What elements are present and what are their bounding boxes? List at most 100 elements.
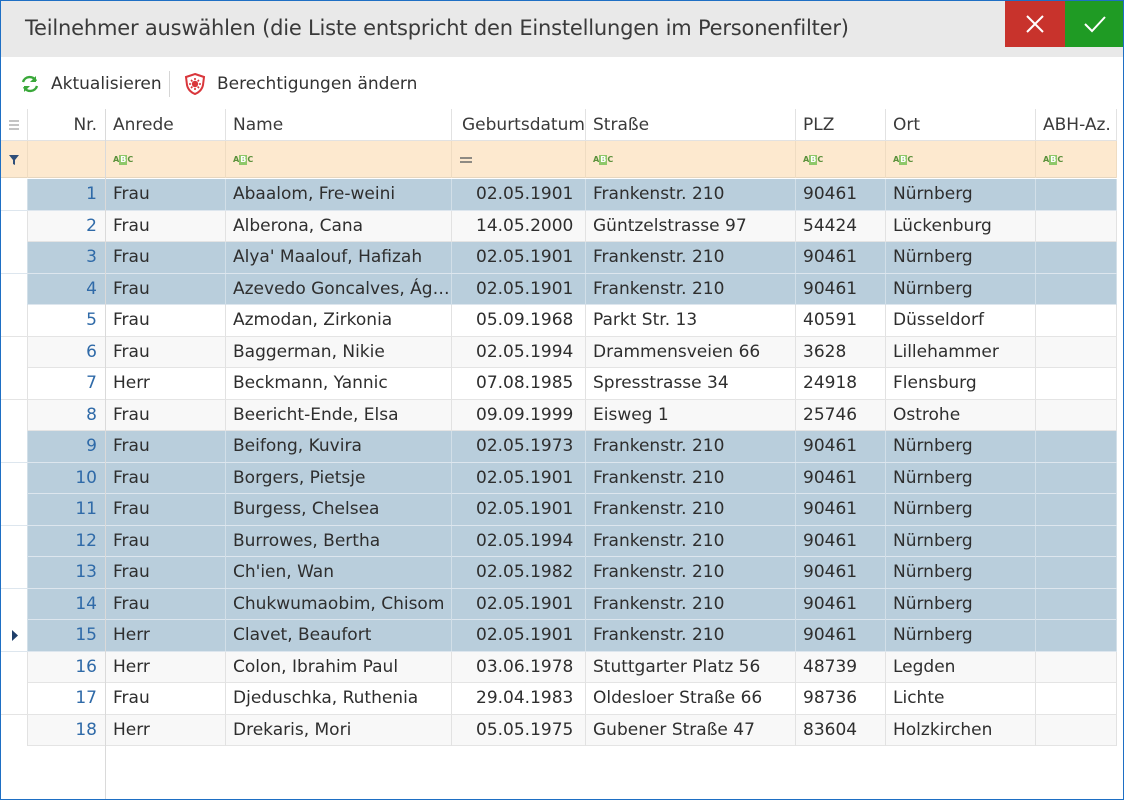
abc-filter-icon[interactable]: ABC [233,154,254,165]
cell-nr[interactable]: 17 [28,683,106,714]
cell-ort[interactable]: Nürnberg [886,273,1036,305]
row-indicator[interactable] [1,210,28,242]
cell-anrede[interactable]: Frau [106,305,226,336]
cell-strasse[interactable]: Stuttgarter Platz 56 [586,651,796,683]
row-indicator[interactable] [1,399,28,431]
column-header-nr[interactable]: Nr. [28,109,106,141]
cell-geburtsdatum[interactable]: 02.05.1901 [452,620,586,651]
cell-strasse[interactable]: Frankenstr. 210 [586,620,796,651]
cell-nr[interactable]: 6 [28,336,106,368]
cell-nr[interactable]: 8 [28,399,106,431]
cell-plz[interactable]: 90461 [796,242,886,273]
cell-geburtsdatum[interactable]: 14.05.2000 [452,210,586,242]
cell-anrede[interactable]: Frau [106,683,226,714]
cell-plz[interactable]: 90461 [796,273,886,305]
cell-geburtsdatum[interactable]: 29.04.1983 [452,683,586,714]
row-indicator[interactable] [1,557,28,588]
cell-nr[interactable]: 5 [28,305,106,336]
cell-ort[interactable]: Nürnberg [886,242,1036,273]
cell-name[interactable]: Ch'ien, Wan [226,557,452,588]
cell-abh[interactable] [1036,431,1117,462]
table-row[interactable]: 9 Frau Beifong, Kuvira 02.05.1973 Frankenstr… [1,431,1117,463]
filter-cell-nr[interactable] [28,141,106,178]
cell-anrede[interactable]: Herr [106,620,226,651]
cell-anrede[interactable]: Frau [106,399,226,431]
confirm-button[interactable] [1065,1,1123,47]
cell-anrede[interactable]: Frau [106,273,226,305]
cell-ort[interactable]: Ostrohe [886,399,1036,431]
cell-name[interactable]: Baggerman, Nikie [226,336,452,368]
cell-nr[interactable]: 9 [28,431,106,462]
cell-anrede[interactable]: Frau [106,210,226,242]
cell-strasse[interactable]: Frankenstr. 210 [586,273,796,305]
column-header-name[interactable]: Name [226,109,452,141]
table-row[interactable]: 11 Frau Burgess, Chelsea 02.05.1901 Frankens… [1,494,1117,526]
cell-plz[interactable]: 83604 [796,714,886,746]
cell-strasse[interactable]: Frankenstr. 210 [586,179,796,210]
cell-anrede[interactable]: Herr [106,714,226,746]
cell-geburtsdatum[interactable]: 02.05.1994 [452,336,586,368]
cell-abh[interactable] [1036,714,1117,746]
cell-ort[interactable]: Nürnberg [886,462,1036,494]
cell-anrede[interactable]: Frau [106,588,226,620]
row-indicator[interactable] [1,588,28,620]
cell-nr[interactable]: 1 [28,179,106,210]
cell-strasse[interactable]: Oldesloer Straße 66 [586,683,796,714]
cell-anrede[interactable]: Frau [106,525,226,557]
cell-nr[interactable]: 2 [28,210,106,242]
cell-anrede[interactable]: Herr [106,651,226,683]
row-indicator[interactable] [1,651,28,683]
cell-geburtsdatum[interactable]: 02.05.1901 [452,462,586,494]
cell-plz[interactable]: 90461 [796,179,886,210]
cell-ort[interactable]: Nürnberg [886,431,1036,462]
cell-name[interactable]: Clavet, Beaufort [226,620,452,651]
column-header-geburtsdatum[interactable]: Geburtsdatum [452,109,586,141]
cell-name[interactable]: Colon, Ibrahim Paul [226,651,452,683]
cell-ort[interactable]: Nürnberg [886,588,1036,620]
cell-name[interactable]: Borgers, Pietsje [226,462,452,494]
cell-ort[interactable]: Nürnberg [886,525,1036,557]
table-row[interactable]: 8 Frau Beericht-Ende, Elsa 09.09.1999 Eisweg… [1,399,1117,431]
abc-filter-icon[interactable]: ABC [593,154,614,165]
cell-abh[interactable] [1036,525,1117,557]
cell-ort[interactable]: Lichte [886,683,1036,714]
row-indicator[interactable] [1,336,28,368]
table-row[interactable]: 3 Frau Alya' Maalouf, Hafizah 02.05.1901 Fra… [1,242,1117,274]
cell-name[interactable]: Drekaris, Mori [226,714,452,746]
row-indicator[interactable] [1,242,28,273]
row-indicator[interactable] [1,368,28,399]
cell-strasse[interactable]: Spresstrasse 34 [586,368,796,399]
cell-ort[interactable]: Holzkirchen [886,714,1036,746]
cell-strasse[interactable]: Frankenstr. 210 [586,557,796,588]
table-row[interactable]: 1 Frau Abaalom, Fre-weini 02.05.1901 Franken… [1,179,1117,211]
cell-ort[interactable]: Nürnberg [886,557,1036,588]
equals-filter-icon[interactable] [459,155,473,165]
cell-abh[interactable] [1036,462,1117,494]
column-header-abh[interactable]: ABH-Az. [1036,109,1117,141]
row-indicator[interactable] [1,179,28,210]
cell-ort[interactable]: Nürnberg [886,620,1036,651]
cell-anrede[interactable]: Frau [106,431,226,462]
column-chooser-button[interactable] [1,109,28,141]
cell-abh[interactable] [1036,557,1117,588]
cell-ort[interactable]: Legden [886,651,1036,683]
cell-geburtsdatum[interactable]: 02.05.1901 [452,494,586,525]
cell-strasse[interactable]: Frankenstr. 210 [586,588,796,620]
cell-abh[interactable] [1036,683,1117,714]
cell-abh[interactable] [1036,210,1117,242]
filter-cell-strasse[interactable]: ABC [586,141,796,178]
cell-name[interactable]: Beericht-Ende, Elsa [226,399,452,431]
row-indicator[interactable] [1,273,28,305]
cell-strasse[interactable]: Eisweg 1 [586,399,796,431]
column-header-ort[interactable]: Ort [886,109,1036,141]
cell-anrede[interactable]: Frau [106,336,226,368]
row-indicator[interactable] [1,494,28,525]
cell-strasse[interactable]: Frankenstr. 210 [586,242,796,273]
table-row[interactable]: 10 Frau Borgers, Pietsje 02.05.1901 Frankens… [1,462,1117,494]
filter-cell-abh[interactable]: ABC [1036,141,1117,178]
cell-name[interactable]: Azmodan, Zirkonia [226,305,452,336]
change-permissions-button[interactable]: Berechtigungen ändern [183,71,417,97]
cell-strasse[interactable]: Frankenstr. 210 [586,494,796,525]
cell-anrede[interactable]: Frau [106,462,226,494]
table-row[interactable]: 4 Frau Azevedo Goncalves, Ága... 02.05.1901… [1,273,1117,305]
